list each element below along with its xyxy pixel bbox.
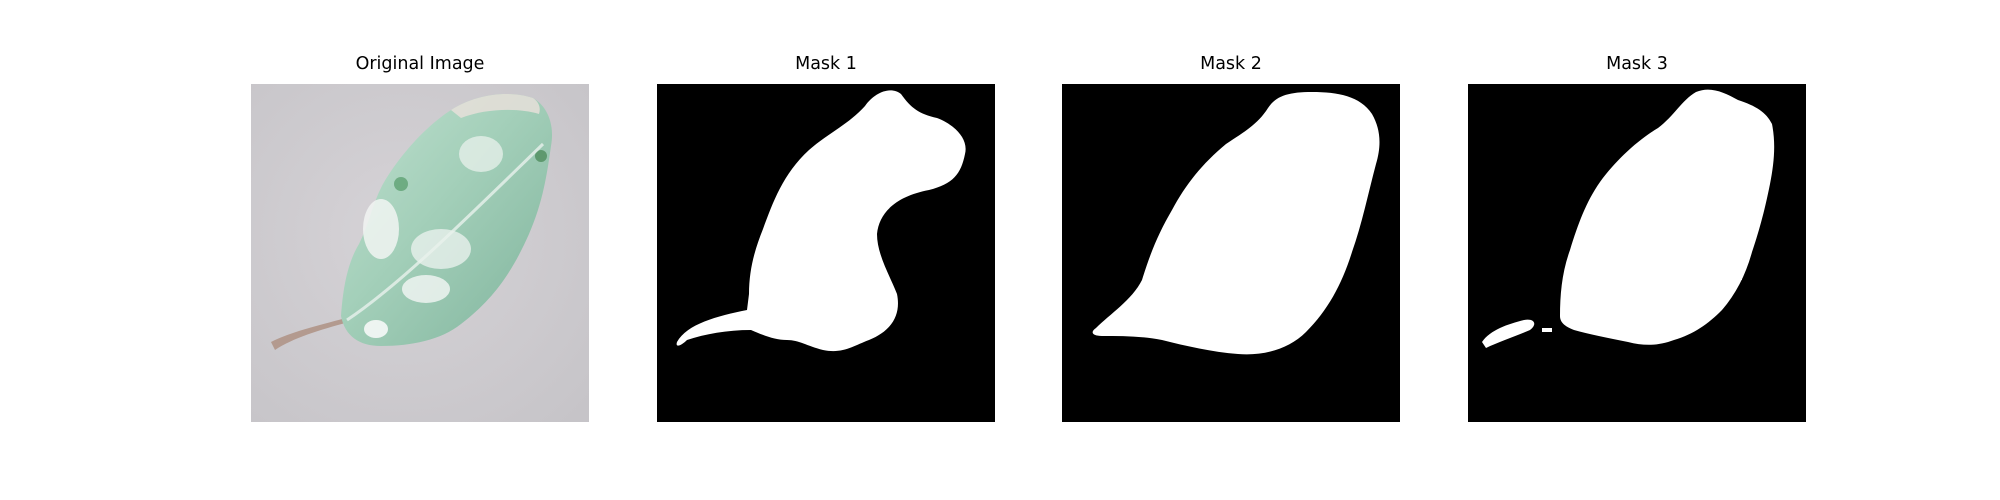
mask-2-region (1092, 92, 1380, 355)
mask-3-image (1468, 84, 1806, 422)
original-image (251, 84, 589, 422)
mask-3-region (1560, 89, 1775, 345)
mask-2-panel: Mask 2 (1062, 54, 1400, 422)
mask-1-panel: Mask 1 (657, 54, 995, 422)
mask-1-region (676, 90, 966, 352)
mask-3-title: Mask 3 (1606, 54, 1668, 74)
mask-1-image (657, 84, 995, 422)
mask-2-title: Mask 2 (1200, 54, 1262, 74)
mask-1-title: Mask 1 (795, 54, 857, 74)
leaf-stem (271, 318, 349, 350)
mask-2-image (1062, 84, 1400, 422)
leaf-midrib (346, 142, 545, 322)
original-image-title: Original Image (355, 54, 485, 74)
original-image-panel: Original Image (251, 54, 589, 422)
mask-3-panel: Mask 3 (1468, 54, 1806, 422)
